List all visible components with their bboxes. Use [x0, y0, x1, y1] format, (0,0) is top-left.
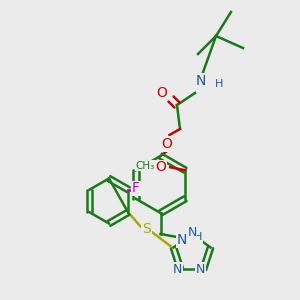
Text: H: H: [215, 79, 223, 89]
Text: N: N: [173, 263, 182, 276]
Text: N: N: [187, 226, 197, 239]
Text: CH₃: CH₃: [135, 161, 154, 171]
Text: O: O: [157, 86, 167, 100]
Text: N: N: [196, 263, 205, 276]
Text: S: S: [142, 223, 151, 236]
Text: N: N: [196, 74, 206, 88]
Text: H: H: [194, 232, 202, 242]
Text: N: N: [176, 233, 187, 247]
Text: O: O: [161, 137, 172, 151]
Text: O: O: [156, 160, 167, 174]
Text: F: F: [132, 181, 140, 195]
